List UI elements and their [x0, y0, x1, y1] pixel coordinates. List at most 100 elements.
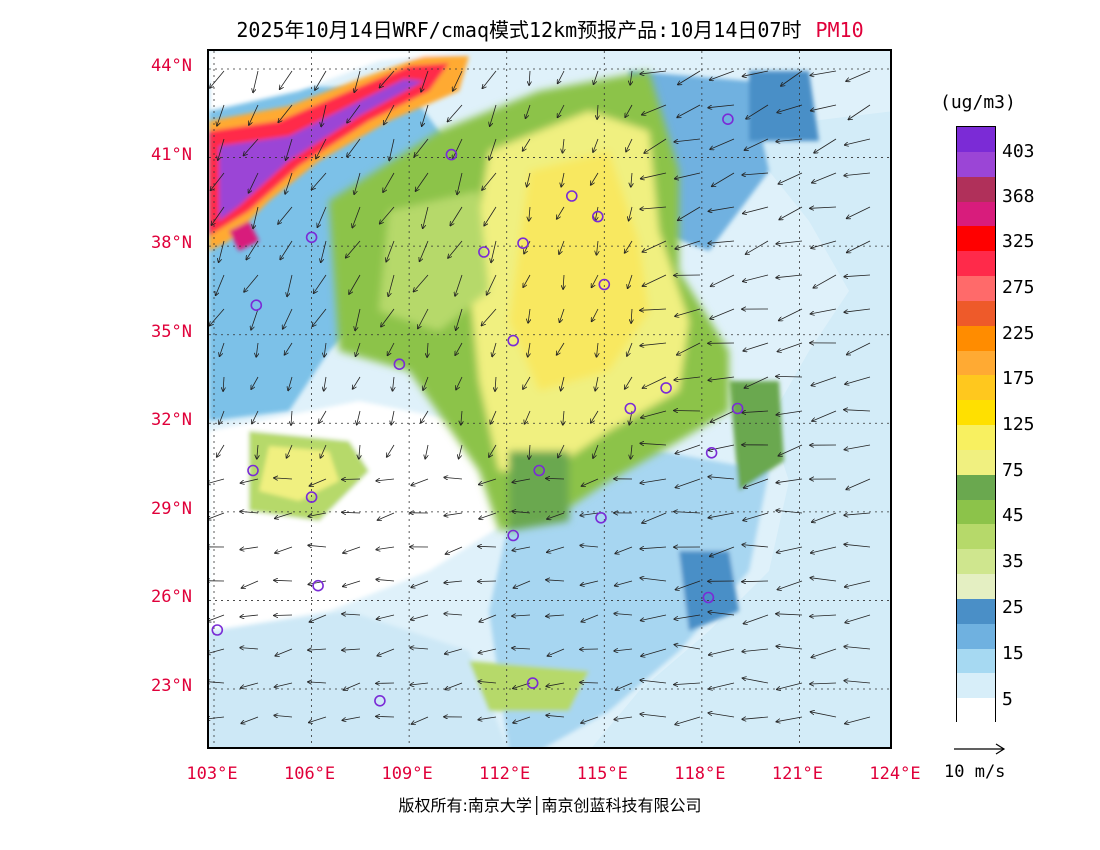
- wind-vector: [445, 682, 463, 689]
- wind-vector: [710, 70, 735, 80]
- legend-unit: (ug/m3): [940, 92, 1016, 113]
- wind-vector: [847, 206, 871, 218]
- wind-vector: [563, 410, 564, 425]
- legend-color-cell: [957, 375, 995, 401]
- city-marker: [305, 491, 318, 503]
- wind-vector: [386, 240, 395, 262]
- wind-vector: [444, 614, 463, 615]
- wind-vector: [376, 716, 395, 717]
- wind-vector: [210, 70, 225, 88]
- wind-vector: [251, 376, 259, 389]
- legend-tick-label: 25: [1002, 597, 1024, 618]
- wind-vector: [776, 716, 803, 722]
- wind-vector: [812, 172, 837, 183]
- wind-vector: [561, 172, 565, 187]
- legend-color-cell: [957, 648, 995, 674]
- wind-vector: [352, 206, 361, 228]
- wind-vector: [640, 547, 667, 549]
- wind-vector: [594, 70, 599, 84]
- wind-vector: [354, 70, 361, 92]
- wind-vector: [278, 206, 293, 224]
- wind-vector: [626, 138, 633, 152]
- wind-vector: [848, 104, 871, 120]
- wind-vector: [308, 545, 327, 547]
- wind-vector: [625, 240, 633, 253]
- legend-color-cell: [957, 425, 995, 451]
- wind-vector: [708, 241, 735, 243]
- wind-vector: [812, 512, 837, 522]
- legend-color-cell: [957, 325, 995, 351]
- map-canvas: [209, 51, 890, 747]
- wind-vector: [489, 138, 497, 160]
- wind-vector: [776, 138, 803, 142]
- wind-vector: [253, 70, 259, 92]
- city-marker: [305, 231, 318, 244]
- wind-vector: [810, 70, 837, 75]
- wind-vector: [625, 104, 633, 117]
- wind-vector: [627, 342, 633, 356]
- legend-color-cell: [957, 201, 995, 227]
- wind-vector: [581, 716, 599, 723]
- wind-vector: [709, 682, 735, 689]
- wind-vector: [778, 444, 803, 456]
- wind-vector: [246, 240, 259, 260]
- wind-vector: [287, 444, 293, 458]
- wind-vector: [492, 342, 497, 357]
- wind-vector: [743, 206, 769, 214]
- wind-vector: [342, 512, 361, 513]
- wind-vector: [812, 410, 837, 421]
- wind-vector: [411, 478, 429, 485]
- wind-vector: [244, 138, 259, 156]
- wind-vector: [742, 581, 769, 582]
- wind-vector: [845, 376, 871, 384]
- wind-vector: [410, 683, 429, 685]
- wind-vector: [482, 70, 497, 88]
- wind-vector: [459, 444, 463, 459]
- wind-vector: [309, 478, 327, 486]
- wind-vector: [546, 615, 565, 616]
- longitude-label: 118°E: [674, 764, 726, 784]
- wind-vector: [380, 206, 395, 224]
- wind-vector: [776, 646, 803, 650]
- wind-vector: [814, 138, 837, 153]
- city-marker: [660, 382, 672, 394]
- wind-vector: [448, 104, 463, 122]
- wind-vector: [844, 275, 871, 277]
- wind-vector: [387, 444, 395, 457]
- legend-color-cell: [957, 549, 995, 575]
- wind-vector: [844, 513, 871, 515]
- legend-tick-label: 403: [1002, 141, 1035, 162]
- legend-color-cell: [957, 226, 995, 252]
- wind-vector: [845, 614, 871, 623]
- wind-vector: [308, 649, 327, 650]
- wind-vector: [710, 308, 735, 319]
- wind-vector: [244, 274, 259, 292]
- legend-tick-label: 225: [1002, 323, 1035, 344]
- wind-vector: [456, 308, 463, 330]
- wind-vector: [591, 172, 599, 185]
- wind-vector: [641, 410, 667, 418]
- wind-vector: [546, 715, 565, 717]
- wind-vector: [512, 478, 531, 482]
- latitude-label: 32°N: [151, 410, 192, 431]
- wind-vector: [412, 716, 429, 724]
- wind-vector: [630, 70, 632, 85]
- forecast-map: [207, 49, 892, 749]
- city-marker: [507, 334, 520, 347]
- wind-vector: [776, 274, 803, 278]
- wind-vector: [461, 410, 462, 425]
- wind-vector: [342, 614, 361, 615]
- wind-vector: [847, 342, 871, 355]
- wind-vector: [778, 342, 803, 352]
- wind-vector: [218, 138, 225, 160]
- wind-vector: [595, 206, 599, 221]
- wind-vector: [210, 308, 225, 326]
- wind-vector: [411, 580, 429, 587]
- copyright: 版权所有:南京大学│南京创蓝科技有限公司: [398, 796, 702, 815]
- wind-vector: [444, 477, 463, 479]
- wind-vector: [557, 342, 565, 355]
- wind-vector: [478, 546, 497, 547]
- wind-vector: [455, 342, 463, 355]
- wind-vector: [383, 172, 395, 192]
- wind-vector: [319, 410, 327, 423]
